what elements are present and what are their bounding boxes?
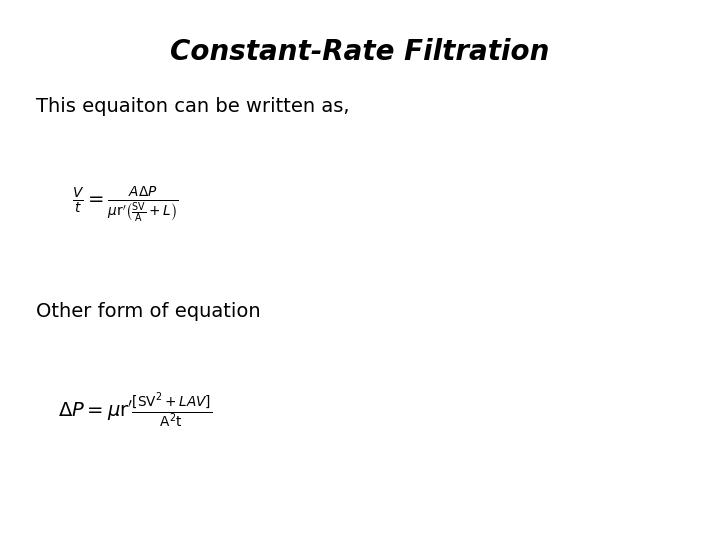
Text: $\Delta P = \mu\mathrm{r}^{\prime}\frac{\left[\mathrm{SV}^{2}+LAV\right]}{\mathr: $\Delta P = \mu\mathrm{r}^{\prime}\frac{… (58, 391, 212, 430)
Text: Constant-Rate Filtration: Constant-Rate Filtration (171, 38, 549, 66)
Text: $\frac{V}{t} = \frac{A\Delta P}{\mu\mathrm{r}^{\prime}\left(\frac{\mathrm{SV}}{\: $\frac{V}{t} = \frac{A\Delta P}{\mu\math… (72, 186, 179, 225)
Text: Other form of equation: Other form of equation (36, 302, 261, 321)
Text: This equaiton can be written as,: This equaiton can be written as, (36, 97, 349, 116)
